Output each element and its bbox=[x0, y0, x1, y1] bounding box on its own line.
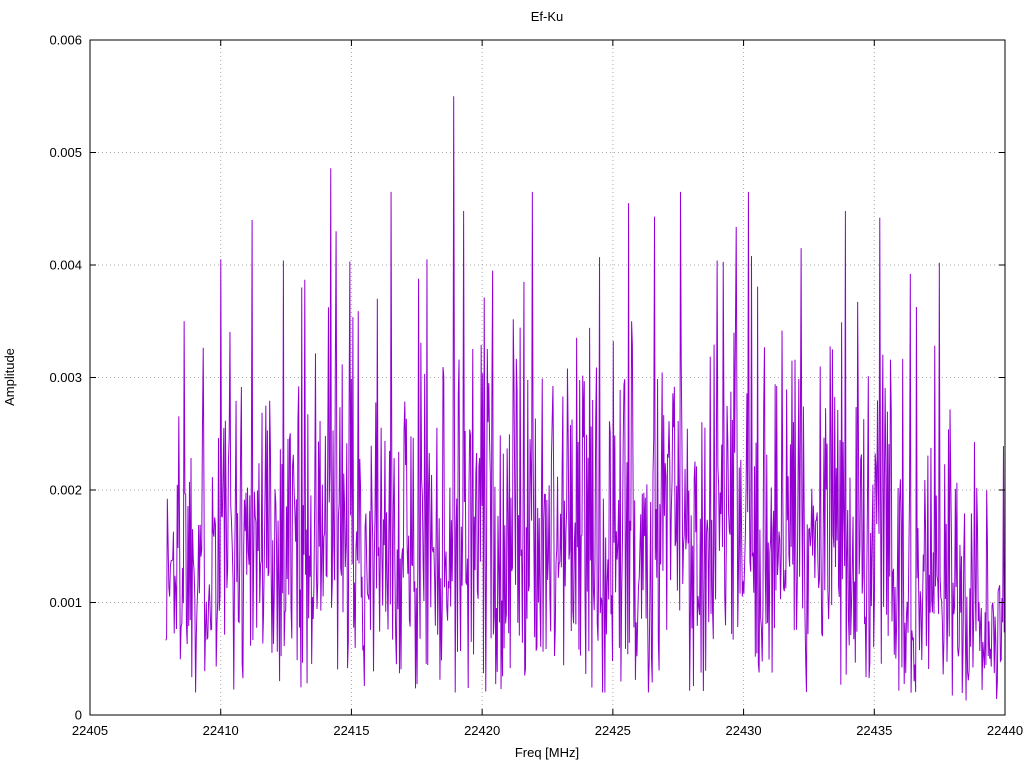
svg-text:0: 0 bbox=[75, 708, 82, 723]
svg-text:22415: 22415 bbox=[333, 723, 369, 738]
x-axis-label: Freq [MHz] bbox=[515, 745, 579, 760]
svg-text:22430: 22430 bbox=[725, 723, 761, 738]
axes-border bbox=[89, 39, 1006, 716]
svg-text:22405: 22405 bbox=[72, 723, 108, 738]
spectrum-line bbox=[165, 96, 1006, 701]
grid-lines bbox=[90, 40, 1005, 715]
svg-text:0.005: 0.005 bbox=[49, 145, 82, 160]
svg-text:0.003: 0.003 bbox=[49, 370, 82, 385]
svg-text:22420: 22420 bbox=[464, 723, 500, 738]
svg-text:22410: 22410 bbox=[203, 723, 239, 738]
svg-text:22435: 22435 bbox=[856, 723, 892, 738]
y-axis-label: Amplitude bbox=[2, 348, 17, 406]
svg-text:0.006: 0.006 bbox=[49, 33, 82, 48]
chart-title: Ef-Ku bbox=[531, 9, 564, 24]
tick-labels: 22405 22410 22415 22420 22425 22430 22435 22440… bbox=[49, 33, 1023, 739]
svg-text:22425: 22425 bbox=[595, 723, 631, 738]
svg-text:0.001: 0.001 bbox=[49, 595, 82, 610]
svg-text:0.002: 0.002 bbox=[49, 483, 82, 498]
svg-text:0.004: 0.004 bbox=[49, 258, 82, 273]
svg-text:22440: 22440 bbox=[987, 723, 1023, 738]
